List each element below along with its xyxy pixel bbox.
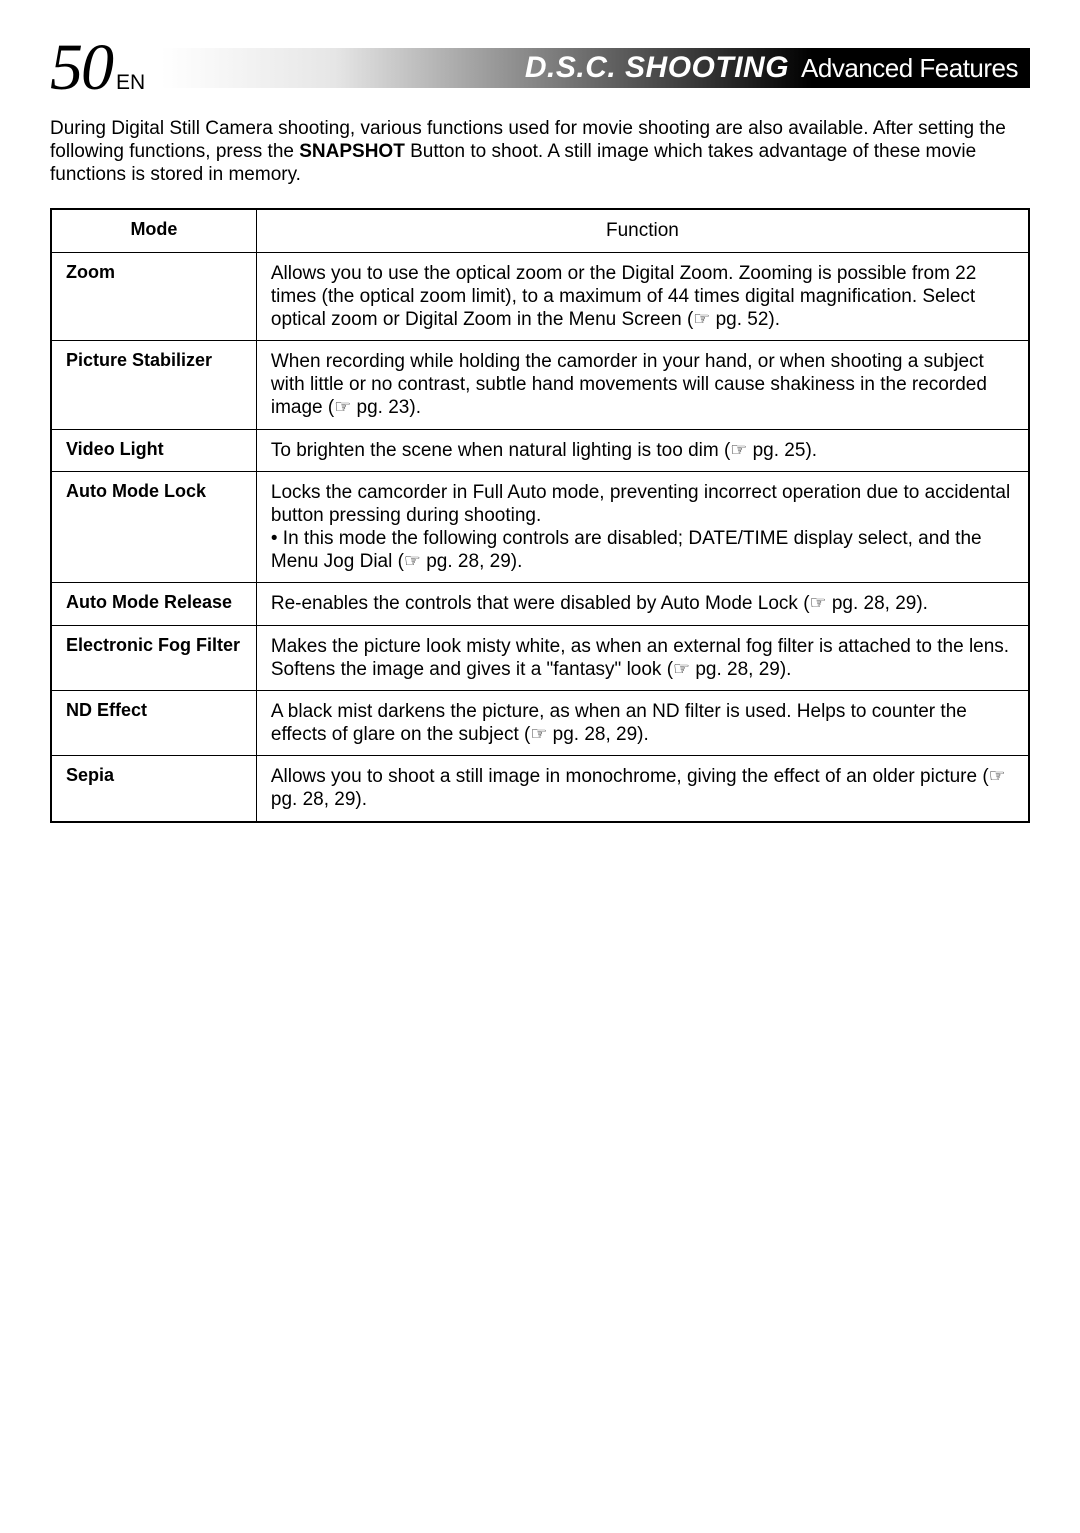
page-number: 50	[50, 30, 112, 106]
mode-cell: Video Light	[51, 429, 256, 471]
function-cell: When recording while holding the camorde…	[256, 341, 1029, 430]
table-header-row: Mode Function	[51, 209, 1029, 252]
mode-cell: Zoom	[51, 252, 256, 341]
mode-cell: Picture Stabilizer	[51, 341, 256, 430]
table-row: ND Effect A black mist darkens the pictu…	[51, 690, 1029, 755]
table-row: Sepia Allows you to shoot a still image …	[51, 756, 1029, 822]
section-title-sub: Advanced Features	[801, 53, 1018, 84]
page-number-group: 50 EN	[50, 30, 145, 106]
intro-paragraph: During Digital Still Camera shooting, va…	[50, 118, 1030, 186]
mode-cell: Auto Mode Lock	[51, 471, 256, 583]
table-row: Auto Mode Lock Locks the camcorder in Fu…	[51, 471, 1029, 583]
mode-cell: Electronic Fog Filter	[51, 625, 256, 690]
intro-bold: SNAPSHOT	[299, 141, 405, 162]
mode-cell: Sepia	[51, 756, 256, 822]
header-mode: Mode	[51, 209, 256, 252]
table-row: Picture Stabilizer When recording while …	[51, 341, 1029, 430]
table-row: Auto Mode Release Re-enables the control…	[51, 583, 1029, 625]
table-row: Electronic Fog Filter Makes the picture …	[51, 625, 1029, 690]
mode-cell: Auto Mode Release	[51, 583, 256, 625]
function-cell: Makes the picture look misty white, as w…	[256, 625, 1029, 690]
function-cell: Allows you to shoot a still image in mon…	[256, 756, 1029, 822]
function-cell: Allows you to use the optical zoom or th…	[256, 252, 1029, 341]
title-banner: D.S.C. SHOOTING Advanced Features	[161, 48, 1030, 88]
section-title-main: D.S.C. SHOOTING	[525, 51, 789, 85]
title-text-group: D.S.C. SHOOTING Advanced Features	[525, 51, 1018, 85]
page-header: 50 EN D.S.C. SHOOTING Advanced Features	[50, 30, 1030, 106]
header-function: Function	[256, 209, 1029, 252]
function-cell: Re-enables the controls that were disabl…	[256, 583, 1029, 625]
mode-cell: ND Effect	[51, 690, 256, 755]
function-cell: A black mist darkens the picture, as whe…	[256, 690, 1029, 755]
function-cell: Locks the camcorder in Full Auto mode, p…	[256, 471, 1029, 583]
language-code: EN	[116, 71, 145, 95]
features-table: Mode Function Zoom Allows you to use the…	[50, 208, 1030, 822]
table-row: Zoom Allows you to use the optical zoom …	[51, 252, 1029, 341]
table-row: Video Light To brighten the scene when n…	[51, 429, 1029, 471]
function-cell: To brighten the scene when natural light…	[256, 429, 1029, 471]
